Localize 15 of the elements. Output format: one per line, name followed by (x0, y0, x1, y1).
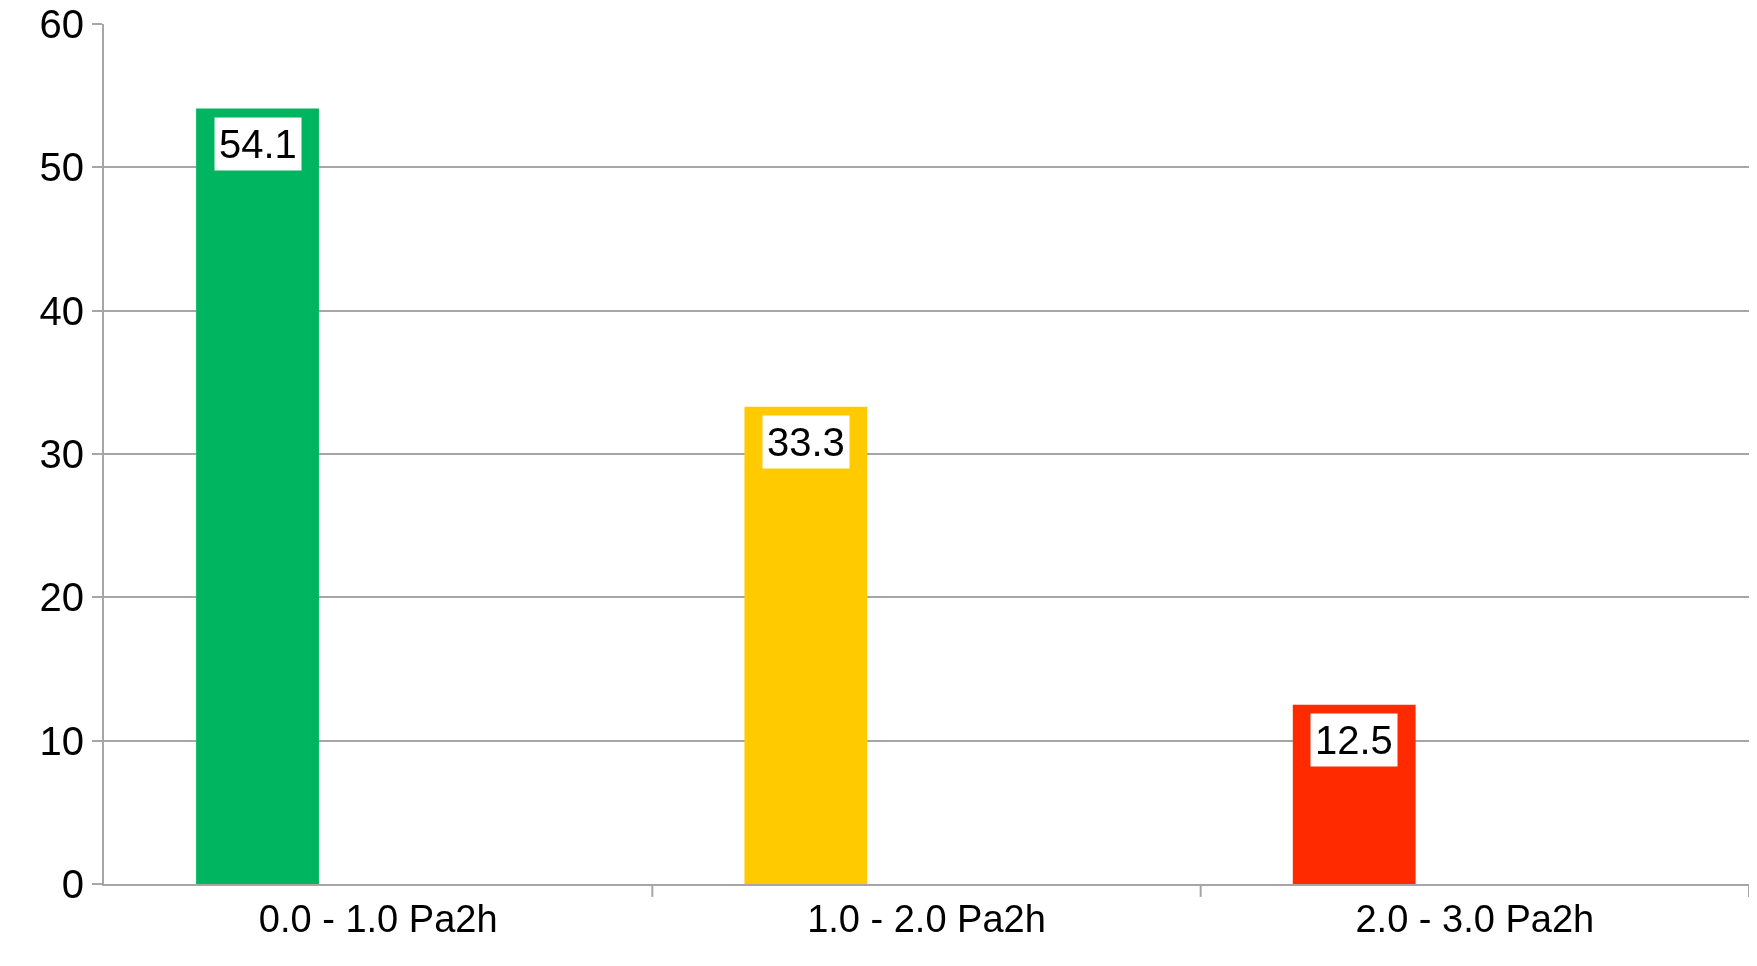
data-label: 54.1 (219, 122, 297, 166)
y-tick-label: 0 (61, 862, 84, 906)
data-label: 33.3 (767, 420, 845, 464)
data-label: 12.5 (1315, 718, 1393, 762)
y-tick-label: 20 (39, 575, 84, 620)
y-tick-label: 30 (39, 432, 84, 476)
bar (196, 108, 319, 884)
y-tick-label: 60 (39, 2, 84, 46)
y-tick-label: 50 (39, 145, 84, 190)
bar (744, 406, 868, 884)
y-tick-label: 10 (39, 718, 84, 763)
y-tick-label: 40 (39, 288, 84, 333)
x-tick-label: 2.0 - 3.0 Pa2h (1355, 897, 1595, 940)
x-tick-label: 0.0 - 1.0 Pa2h (258, 897, 498, 940)
x-tick-label: 1.0 - 2.0 Pa2h (807, 897, 1046, 940)
